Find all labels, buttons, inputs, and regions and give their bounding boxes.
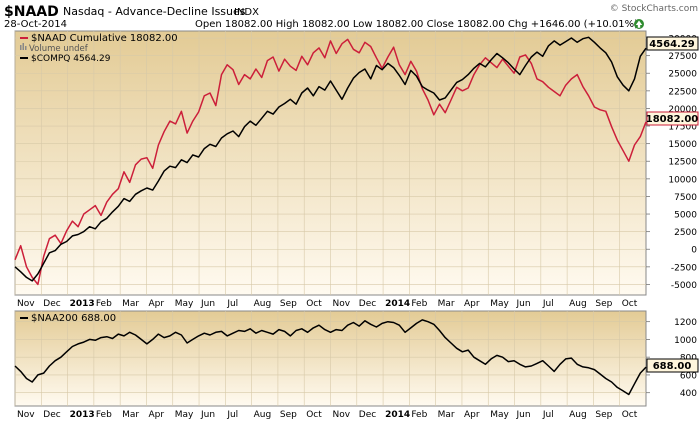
- y-tick-label: 12500: [668, 158, 697, 168]
- y-tick-label: 0: [691, 246, 697, 256]
- x-tick-label: 2014: [385, 299, 410, 309]
- series-line-naa200: [14, 319, 647, 396]
- x-tick-label: Apr: [464, 410, 480, 420]
- x-tick-label: May: [490, 410, 509, 420]
- x-tick-label: Oct: [306, 299, 322, 309]
- legend-volume: Volume undef: [29, 44, 89, 54]
- x-tick-label: May: [175, 299, 194, 309]
- series-line-compq: [14, 36, 647, 282]
- up-arrow-icon: [634, 19, 644, 29]
- x-tick-label: Jul: [226, 299, 238, 309]
- x-tick-label: Apr: [148, 410, 164, 420]
- main-y-axis: -5000 -2500 0 2500 5000 7500 10000 12500 15000 17…: [646, 35, 697, 291]
- main-series-lines: [14, 36, 647, 286]
- svg-text:688.00: 688.00: [653, 361, 692, 372]
- x-tick-label: Dec: [359, 410, 376, 420]
- x-tick-label: Nov: [333, 299, 351, 309]
- symbol-description: Nasdaq - Advance-Decline Issues: [63, 5, 246, 18]
- x-tick-label: Feb: [411, 299, 427, 309]
- x-tick-label: Aug: [569, 410, 587, 420]
- y-tick-label: 17500: [668, 123, 697, 133]
- x-tick-label: Jul: [226, 410, 238, 420]
- volume-bars-icon: [20, 43, 27, 50]
- x-tick-label: May: [175, 410, 194, 420]
- x-tick-label: Apr: [148, 299, 164, 309]
- svg-text:18082.00: 18082.00: [646, 114, 699, 125]
- x-tick-label: Oct: [306, 410, 322, 420]
- x-tick-label: 2013: [70, 410, 95, 420]
- x-tick-label: Sep: [595, 299, 612, 309]
- x-tick-label: Mar: [122, 299, 139, 309]
- y-tick-label: 20000: [668, 105, 697, 115]
- x-tick-label: Feb: [96, 410, 112, 420]
- y-tick-label: 22500: [668, 87, 697, 97]
- x-tick-label: Oct: [622, 299, 638, 309]
- x-tick-label: Nov: [17, 410, 35, 420]
- x-tick-label: Jul: [542, 410, 554, 420]
- x-tick-label: Sep: [280, 299, 297, 309]
- y-tick-label: 600: [680, 371, 697, 381]
- x-tick-label: Sep: [280, 410, 297, 420]
- price-label-naad: 18082.00: [646, 111, 699, 126]
- x-tick-label: Jun: [200, 410, 215, 420]
- x-tick-label: Nov: [333, 410, 351, 420]
- x-tick-label: Feb: [96, 299, 112, 309]
- symbol-title: $NAAD: [4, 4, 59, 20]
- x-tick-label: Oct: [622, 410, 638, 420]
- x-tick-label: 2013: [70, 299, 95, 309]
- x-tick-label: Sep: [595, 410, 612, 420]
- x-tick-label: Jun: [516, 410, 531, 420]
- series-line-naadcumulative: [14, 38, 647, 286]
- x-tick-label: Dec: [359, 299, 376, 309]
- x-tick-label: Mar: [438, 410, 455, 420]
- lower-legend: $NAA200 688.00: [20, 313, 116, 324]
- x-tick-label: Jun: [516, 299, 531, 309]
- x-tick-label: Mar: [438, 299, 455, 309]
- chart-date: 28-Oct-2014: [4, 19, 67, 30]
- x-tick-label: Dec: [43, 410, 60, 420]
- x-tick-label: 2014: [385, 410, 410, 420]
- legend-compq: $COMPQ 4564.29: [31, 54, 111, 64]
- y-tick-label: 27500: [668, 52, 697, 62]
- x-tick-label: Jul: [542, 299, 554, 309]
- watermark: © StockCharts.com: [610, 4, 698, 14]
- price-label-compq: 4564.29: [646, 36, 699, 51]
- x-tick-label: Jun: [200, 299, 215, 309]
- y-tick-label: 25000: [668, 70, 697, 80]
- x-tick-label: Nov: [17, 299, 35, 309]
- y-tick-label: 400: [680, 389, 697, 399]
- y-tick-label: 2500: [674, 228, 697, 238]
- svg-text:4564.29: 4564.29: [649, 39, 695, 50]
- y-tick-label: -2500: [671, 263, 697, 273]
- y-tick-label: -5000: [671, 281, 697, 291]
- exchange-label: INDX: [234, 7, 259, 18]
- y-tick-label: 1200: [674, 318, 697, 328]
- x-tick-label: Feb: [411, 410, 427, 420]
- x-tick-label: Aug: [254, 410, 272, 420]
- y-tick-label: 15000: [668, 140, 697, 150]
- legend-naa200: $NAA200 688.00: [31, 313, 116, 324]
- y-tick-label: 7500: [674, 193, 697, 203]
- x-axis-top: Nov Dec 2013 Feb Mar Apr May Jun Jul Aug Sep Oct Nov…: [17, 299, 638, 309]
- price-label-naa200: 688.00: [646, 358, 699, 373]
- x-tick-label: Aug: [254, 299, 272, 309]
- x-axis-bottom: Nov Dec 2013 Feb Mar Apr May Jun Jul Aug Sep Oct Nov…: [17, 410, 638, 420]
- ohlc-readout: Open 18082.00 High 18082.00 Low 18082.00…: [195, 19, 638, 30]
- x-tick-label: Mar: [122, 410, 139, 420]
- y-tick-label: 1000: [674, 336, 697, 346]
- x-tick-label: Dec: [43, 299, 60, 309]
- main-gridlines: [14, 31, 646, 295]
- legend-naad: $NAAD Cumulative 18082.00: [31, 33, 178, 44]
- main-legend: $NAAD Cumulative 18082.00 Volume undef $…: [20, 33, 178, 64]
- x-tick-label: May: [490, 299, 509, 309]
- lower-gridlines: [14, 311, 646, 406]
- y-tick-label: 10000: [668, 175, 697, 185]
- y-tick-label: 5000: [674, 211, 697, 221]
- x-tick-label: Aug: [569, 299, 587, 309]
- x-tick-label: Apr: [464, 299, 480, 309]
- lower-series-lines: [14, 319, 647, 396]
